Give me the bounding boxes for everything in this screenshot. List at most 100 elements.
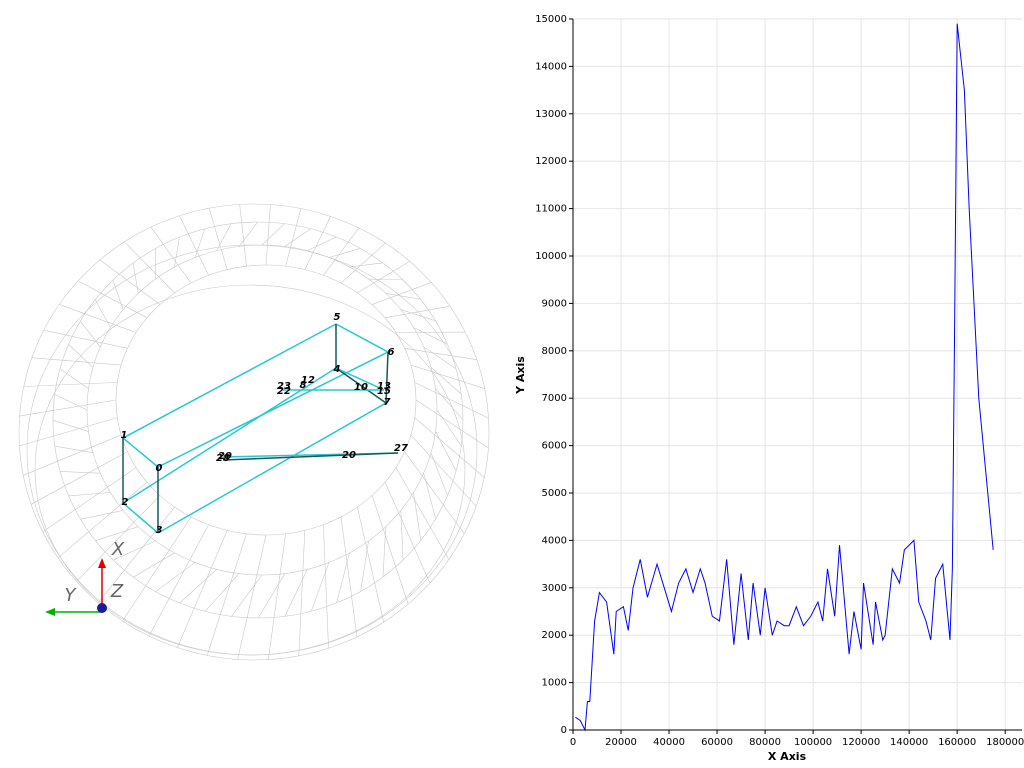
mesh-edge bbox=[384, 305, 451, 319]
point-label: 28 bbox=[216, 453, 230, 464]
mesh-edge bbox=[174, 237, 180, 268]
point-label: 13 bbox=[377, 381, 391, 392]
mesh-edge bbox=[340, 242, 386, 284]
mesh-edge bbox=[31, 357, 122, 366]
y-tick-label: 3000 bbox=[542, 583, 567, 594]
mesh-edge bbox=[357, 261, 410, 294]
point-label: 7 bbox=[384, 397, 391, 408]
mesh-edge bbox=[385, 293, 421, 300]
y-tick-label: 6000 bbox=[542, 441, 567, 452]
box-edge bbox=[335, 367, 387, 404]
box-edge bbox=[222, 452, 399, 461]
mesh-edge bbox=[404, 348, 477, 360]
point-label: 12 bbox=[301, 375, 315, 386]
chart: 0 1000 2000 3000 4000 5000 6000 7000 8000 9000 100… bbox=[514, 14, 1024, 763]
axes-triad: X Y Z bbox=[45, 539, 125, 616]
mesh-edge bbox=[113, 540, 156, 561]
y-tick-label: 2000 bbox=[542, 630, 567, 641]
mesh-edge bbox=[133, 552, 175, 578]
mesh-edge bbox=[59, 368, 89, 389]
mesh-edge bbox=[76, 495, 161, 582]
mesh-edge bbox=[150, 226, 192, 284]
mesh-edge bbox=[349, 262, 383, 268]
mesh-edge bbox=[371, 282, 432, 305]
x-tick-label: 80000 bbox=[749, 737, 781, 748]
box-edge bbox=[122, 437, 159, 468]
mesh-edge bbox=[112, 280, 124, 310]
mesh-edge bbox=[95, 526, 139, 541]
mesh-edge bbox=[404, 451, 465, 534]
mesh-edge bbox=[30, 451, 128, 505]
mesh-edge bbox=[430, 367, 462, 395]
x-tick-label: 120000 bbox=[842, 737, 880, 748]
mesh-edge bbox=[384, 482, 431, 584]
mesh-edge bbox=[423, 346, 457, 369]
mesh-edge bbox=[435, 431, 457, 472]
mesh-edge bbox=[80, 510, 124, 520]
mesh-edge bbox=[177, 530, 228, 648]
point-label: 0 bbox=[156, 463, 163, 474]
mesh-edge bbox=[231, 574, 263, 617]
point-label: 20 bbox=[342, 450, 356, 461]
axis-label: Z bbox=[110, 581, 124, 602]
mesh-edge bbox=[68, 492, 111, 497]
mesh-edge bbox=[257, 573, 286, 619]
mesh-edge bbox=[323, 227, 360, 276]
point-label: 4 bbox=[333, 364, 341, 375]
box-edge bbox=[157, 351, 389, 468]
box-edge bbox=[157, 402, 387, 534]
mesh-edge bbox=[423, 473, 436, 519]
x-tick-label: 20000 bbox=[605, 737, 637, 748]
mesh-edge bbox=[400, 309, 436, 322]
y-tick-label: 4000 bbox=[542, 535, 567, 546]
y-tick-label: 1000 bbox=[542, 678, 567, 689]
point-label: 5 bbox=[334, 312, 341, 323]
mesh-edge bbox=[368, 278, 403, 281]
mesh-edge bbox=[371, 495, 409, 605]
mesh-edge bbox=[179, 569, 217, 604]
mesh-edge bbox=[400, 510, 404, 560]
y-tick-label: 10000 bbox=[535, 251, 567, 262]
box-edge bbox=[385, 351, 389, 404]
mesh-edge bbox=[410, 434, 477, 507]
mesh-edge bbox=[360, 540, 369, 592]
x-tick-label: 0 bbox=[570, 737, 576, 748]
mesh-edge bbox=[148, 524, 209, 637]
mesh-edge bbox=[194, 228, 206, 258]
mesh-edge bbox=[52, 419, 89, 432]
data-line bbox=[575, 23, 994, 732]
mesh-edge bbox=[268, 533, 286, 660]
mesh-edge bbox=[57, 481, 148, 559]
y-axis-title: Y Axis bbox=[514, 356, 527, 395]
mesh-edge bbox=[155, 562, 196, 592]
mesh-edge bbox=[413, 492, 422, 541]
mesh-edge bbox=[414, 417, 485, 478]
mesh-edge bbox=[410, 364, 485, 389]
mesh-edge bbox=[238, 221, 259, 247]
x-tick-label: 180000 bbox=[986, 737, 1024, 748]
mesh-edge bbox=[23, 382, 118, 387]
mesh-edge bbox=[307, 236, 337, 251]
mesh-edge bbox=[304, 216, 331, 270]
axis-label: Y bbox=[65, 585, 78, 606]
mesh-edge bbox=[413, 327, 448, 345]
mesh-edge bbox=[435, 388, 464, 421]
box-edge bbox=[122, 502, 159, 534]
point-label: 22 bbox=[277, 386, 291, 397]
mesh-edge bbox=[357, 507, 384, 623]
point-label: 23 bbox=[277, 381, 291, 392]
x-tick-label: 40000 bbox=[653, 737, 685, 748]
mesh-edge bbox=[98, 506, 175, 603]
point-label: 8 bbox=[300, 380, 307, 391]
mesh-edge bbox=[204, 573, 240, 612]
mesh-edge bbox=[265, 204, 271, 266]
mesh-edge bbox=[54, 445, 94, 454]
mesh-edge bbox=[99, 259, 161, 305]
point-label: 1 bbox=[121, 430, 128, 441]
y-tick-label: 5000 bbox=[542, 488, 567, 499]
x-tick-label: 140000 bbox=[890, 737, 928, 748]
y-tick-label: 0 bbox=[561, 725, 567, 736]
point-label: 27 bbox=[394, 443, 408, 454]
mesh-edge bbox=[395, 467, 450, 560]
